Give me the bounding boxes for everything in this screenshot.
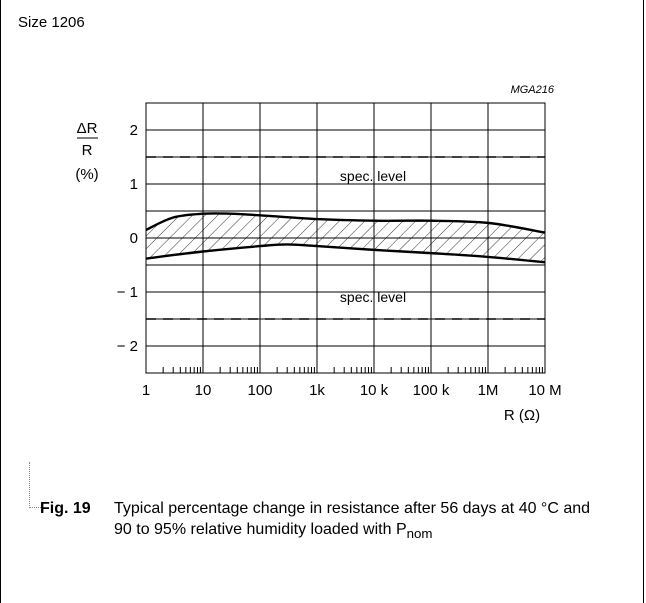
caption-bracket [29, 462, 41, 508]
caption-subscript: nom [406, 526, 433, 542]
caption-fig-label: Fig. 19 [40, 500, 91, 517]
y-tick-label: − 1 [117, 284, 138, 301]
x-tick-label: 100 [247, 382, 272, 399]
caption-body: Typical percentage change in resistance … [114, 500, 591, 538]
upper-bound-line [145, 212, 546, 234]
y-tick-label: 2 [130, 122, 138, 139]
y-tick-label: − 2 [117, 338, 138, 355]
y-label-unit: (%) [75, 166, 98, 183]
x-tick-label: 10 k [360, 382, 389, 399]
y-tick-label: 1 [130, 176, 138, 193]
y-label-denominator: R [82, 142, 93, 159]
x-tick-label: 10 M [528, 382, 561, 399]
x-axis-label: R (Ω) [504, 407, 540, 424]
x-tick-label: 1M [478, 382, 499, 399]
x-tick-label: 10 [195, 382, 212, 399]
x-tick-label: 1k [309, 382, 325, 399]
figure-code: MGA216 [510, 84, 554, 96]
x-tick-label: 100 k [413, 382, 450, 399]
size-label: Size 1206 [18, 14, 85, 31]
y-label-numerator: ΔR [77, 120, 98, 137]
lower-bound-line [145, 243, 546, 264]
spec-level-label: spec. level [340, 289, 406, 305]
caption-text: Typical percentage change in resistance … [114, 498, 594, 544]
hatched-band [146, 213, 545, 263]
spec-level-label: spec. level [340, 168, 406, 184]
y-tick-label: 0 [130, 230, 138, 247]
x-tick-label: 1 [142, 382, 150, 399]
